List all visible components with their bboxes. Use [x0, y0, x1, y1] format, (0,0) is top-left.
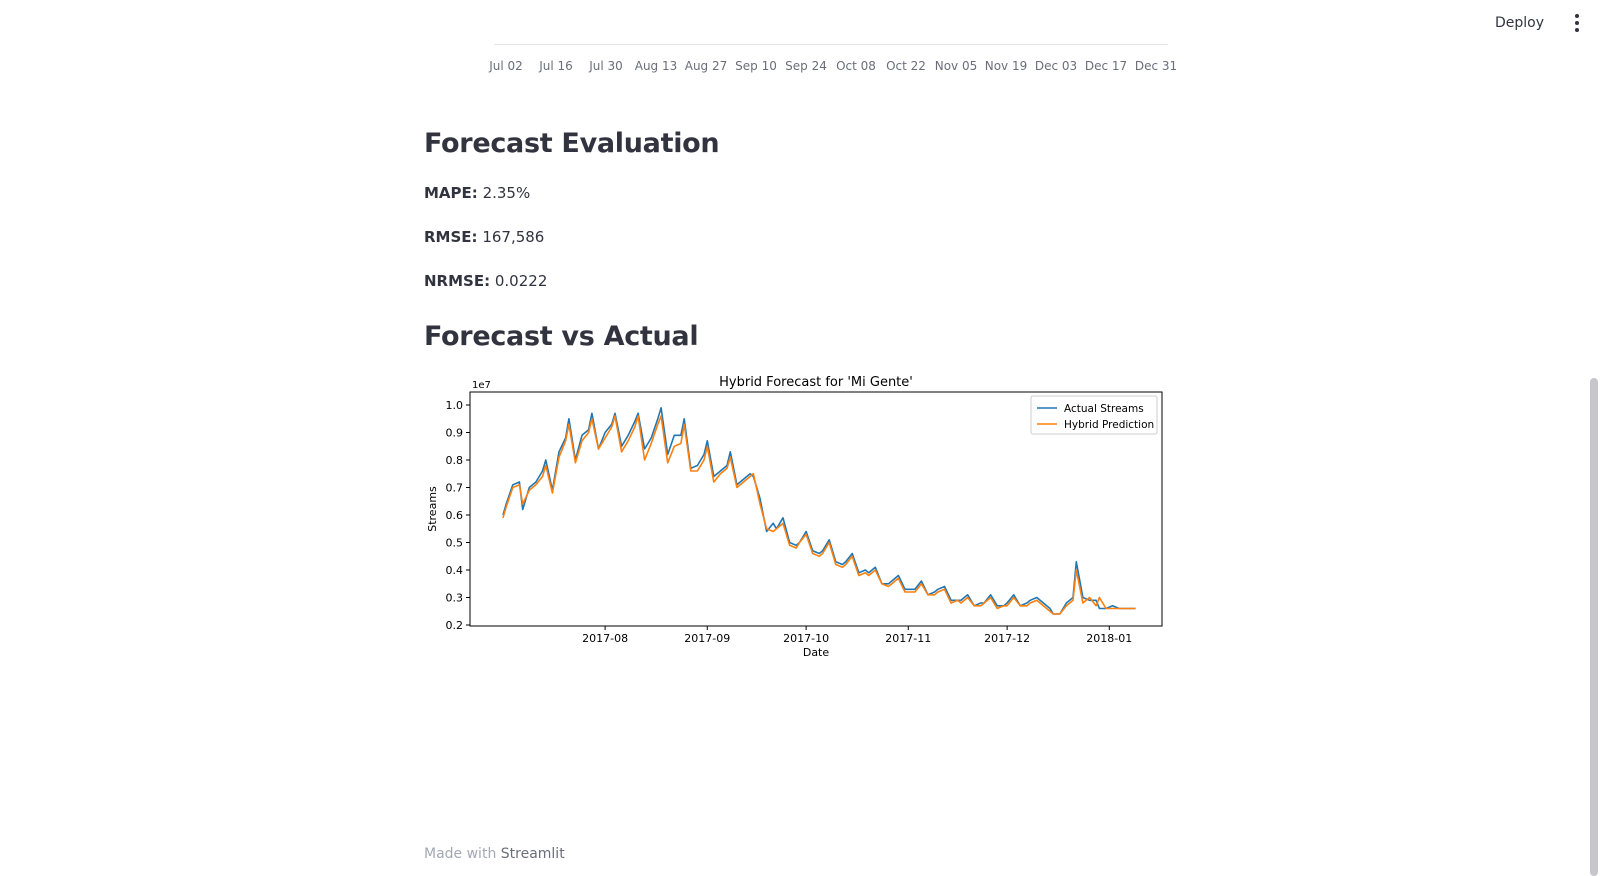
x-tick-label: 2018-01	[1086, 632, 1132, 645]
plot-area	[469, 391, 1163, 627]
x-tick-label: 2017-09	[684, 632, 730, 645]
mape-value: 2.35%	[482, 184, 531, 202]
top-axis-tick: Aug 27	[684, 59, 728, 73]
legend-label: Hybrid Prediction	[1064, 419, 1154, 431]
y-tick-label: 0.3	[446, 592, 464, 605]
app-toolbar: Deploy	[1483, 0, 1600, 46]
nrmse-label: NRMSE:	[424, 272, 491, 290]
x-tick-label: 2017-12	[984, 632, 1030, 645]
top-axis-tick: Oct 22	[886, 59, 926, 73]
forecast-vs-actual-heading: Forecast vs Actual	[424, 321, 699, 352]
previous-chart-x-axis: Jul 02 Jul 16 Jul 30 Aug 13 Aug 27 Sep 10 Sep …	[489, 44, 1177, 85]
y-tick-label: 1.0	[446, 399, 464, 412]
top-axis-tick: Dec 31	[1134, 59, 1178, 73]
scrollbar-thumb[interactable]	[1590, 378, 1598, 876]
nrmse-value: 0.0222	[494, 272, 548, 290]
top-axis-tick: Aug 13	[634, 59, 678, 73]
series-line-hybrid-prediction	[502, 415, 1136, 615]
footer-prefix: Made with	[424, 846, 497, 862]
forecast-chart-svg: Hybrid Forecast for 'Mi Gente' 1e7 0.2 0.3 0…	[426, 375, 1163, 659]
x-axis-label: Date	[803, 646, 830, 659]
legend-label: Actual Streams	[1064, 403, 1144, 415]
y-tick-label: 0.4	[446, 564, 464, 577]
forecast-chart: Hybrid Forecast for 'Mi Gente' 1e7 0.2 0.3 0…	[424, 372, 1164, 676]
x-tick-label: 2017-11	[885, 632, 931, 645]
y-tick-label: 0.2	[446, 619, 464, 632]
x-tick-label: 2017-10	[783, 632, 829, 645]
top-axis-tick: Jul 30	[589, 59, 623, 73]
x-tick-label: 2017-08	[582, 632, 628, 645]
rmse-label: RMSE:	[424, 228, 478, 246]
top-axis-tick: Jul 02	[489, 59, 523, 73]
nrmse-metric: NRMSE: 0.0222	[424, 272, 547, 290]
y-axis-multiplier: 1e7	[472, 380, 491, 391]
top-axis-tick: Dec 17	[1084, 59, 1128, 73]
y-tick-label: 0.8	[446, 454, 464, 467]
y-axis-label: Streams	[426, 486, 439, 532]
series-line-actual-streams	[502, 406, 1136, 615]
footer: Made with Streamlit	[424, 846, 565, 862]
mape-metric: MAPE: 2.35%	[424, 184, 530, 202]
kebab-menu-icon[interactable]	[1562, 8, 1592, 38]
legend-box	[1030, 395, 1158, 435]
y-tick-label: 0.6	[446, 509, 464, 522]
top-axis-tick: Nov 05	[934, 59, 978, 73]
top-axis-tick: Oct 08	[836, 59, 876, 73]
chart-title: Hybrid Forecast for 'Mi Gente'	[719, 375, 913, 390]
rmse-value: 167,586	[482, 228, 545, 246]
forecast-evaluation-heading: Forecast Evaluation	[424, 128, 720, 159]
y-tick-label: 0.5	[446, 537, 464, 550]
streamlit-link[interactable]: Streamlit	[500, 846, 565, 862]
mape-label: MAPE:	[424, 184, 478, 202]
top-axis-tick: Dec 03	[1034, 59, 1078, 73]
y-tick-label: 0.9	[446, 427, 464, 440]
deploy-button[interactable]: Deploy	[1483, 9, 1556, 37]
y-tick-label: 0.7	[446, 482, 464, 495]
top-axis-tick: Sep 24	[785, 59, 827, 73]
top-axis-tick: Sep 10	[735, 59, 777, 73]
rmse-metric: RMSE: 167,586	[424, 228, 544, 246]
top-axis-tick: Nov 19	[984, 59, 1028, 73]
page-scrollbar[interactable]	[1586, 0, 1600, 876]
top-axis-tick: Jul 16	[539, 59, 573, 73]
